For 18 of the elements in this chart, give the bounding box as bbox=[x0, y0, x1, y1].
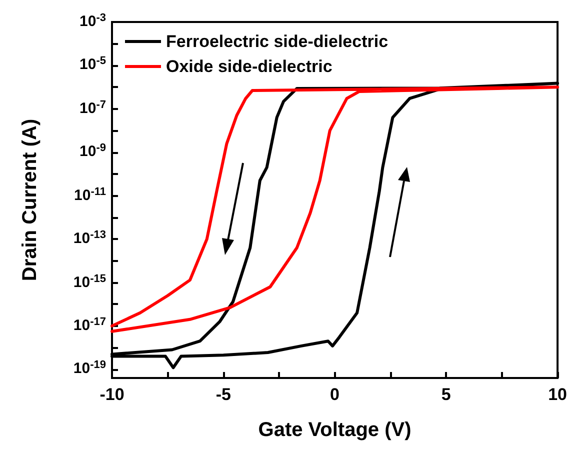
y-tick-label: 10$^{-9}$ bbox=[80, 142, 106, 162]
y-axis-title: Drain Current (A) bbox=[19, 118, 41, 282]
x-tick-label: 0 bbox=[330, 385, 340, 404]
y-tick-label: 10$^{-15}$ bbox=[73, 272, 106, 293]
legend-label: Oxide side-dielectric bbox=[166, 57, 332, 76]
x-tick-label: -5 bbox=[216, 385, 231, 404]
y-tick-label: 10$^{-11}$ bbox=[74, 186, 106, 206]
x-tick-label: 5 bbox=[441, 385, 451, 404]
y-tick-label: 10$^{-19}$ bbox=[73, 359, 106, 380]
x-tick-label: 10 bbox=[548, 385, 568, 404]
y-tick-label: 10$^{-5}$ bbox=[80, 55, 106, 76]
x-axis-title: Gate Voltage (V) bbox=[258, 419, 412, 441]
y-tick-label: 10$^{-13}$ bbox=[73, 229, 106, 250]
y-tick-label: 10$^{-17}$ bbox=[73, 316, 106, 336]
legend-label: Ferroelectric side-dielectric bbox=[166, 32, 388, 51]
x-tick-label: -10 bbox=[100, 385, 124, 404]
y-tick-label: 10$^{-7}$ bbox=[80, 98, 106, 119]
y-tick-label: 10$^{-3}$ bbox=[80, 12, 106, 32]
